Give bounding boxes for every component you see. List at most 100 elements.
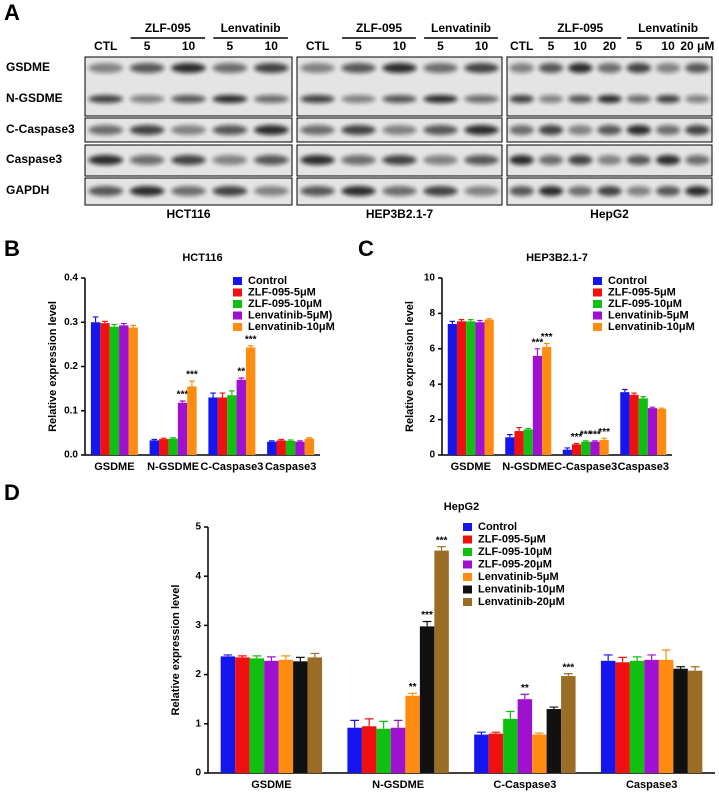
blot-band — [382, 125, 417, 135]
blot-band — [171, 95, 206, 103]
panel-label: C — [358, 236, 374, 261]
blot-band — [597, 95, 622, 103]
lane-label: 5 — [635, 39, 642, 53]
blot-band — [341, 186, 376, 196]
blot-band — [382, 186, 417, 196]
significance-label: *** — [186, 370, 198, 381]
blot-band — [212, 63, 248, 73]
blot-band — [464, 155, 499, 165]
blot-band — [597, 155, 622, 165]
bar — [546, 709, 562, 773]
x-tick-label: GSDME — [94, 461, 134, 473]
error-bar — [661, 649, 671, 660]
bar — [249, 658, 265, 773]
blot-band — [509, 155, 534, 165]
group-label: Lenvatinib — [638, 21, 698, 35]
blot-band — [538, 63, 564, 73]
blot-band — [88, 125, 124, 135]
bar — [128, 327, 138, 455]
error-bar — [281, 655, 291, 660]
group-label: ZLF-095 — [557, 21, 603, 35]
bar — [278, 659, 294, 773]
significance-label: *** — [541, 332, 553, 343]
error-bar — [535, 732, 544, 735]
significance-label: ** — [409, 682, 417, 693]
blot-band — [538, 186, 564, 196]
row-label: Caspase3 — [6, 152, 62, 166]
y-axis-label: Relative expression level — [47, 301, 59, 432]
blot-band — [212, 95, 248, 103]
legend-label: ZLF-095-5μM — [478, 533, 546, 545]
legend-label: Lenvatinib-10μM — [608, 321, 695, 333]
blot-band — [655, 125, 681, 135]
legend-label: Control — [248, 275, 287, 287]
legend-label: Lenvatinib-20μM — [478, 596, 565, 608]
bar — [629, 660, 645, 773]
chart-title: HEP3B2.1-7 — [526, 252, 588, 264]
legend-swatch — [463, 535, 472, 544]
blot-band — [341, 95, 376, 103]
y-tick-label: 6 — [429, 343, 435, 354]
error-bar — [223, 654, 233, 657]
error-bar — [310, 652, 320, 658]
blot-band — [464, 186, 499, 196]
bar — [419, 626, 435, 773]
bar — [456, 321, 467, 455]
error-bar — [647, 654, 656, 660]
significance-label: *** — [532, 337, 544, 348]
legend-swatch — [463, 548, 472, 556]
row-label: N-GSDME — [6, 91, 63, 105]
blot-band — [626, 186, 652, 196]
lane-label: 5 — [437, 39, 444, 53]
error-bar — [491, 731, 501, 734]
error-bar — [379, 720, 388, 729]
legend-label: ZLF-095-10μM — [608, 298, 682, 310]
error-bar — [477, 319, 483, 323]
bar — [615, 662, 630, 773]
legend-label: ZLF-095-5μM — [608, 286, 676, 298]
error-bar — [573, 442, 580, 445]
significance-label: *** — [580, 429, 592, 440]
error-bar — [219, 392, 226, 398]
blot-band — [685, 155, 710, 165]
blot-band — [382, 63, 417, 73]
bar — [208, 397, 218, 455]
blot-band — [567, 186, 593, 196]
error-bar — [507, 434, 513, 438]
blot-band — [88, 95, 124, 103]
error-bar — [120, 322, 127, 326]
x-tick-label: GSDME — [251, 779, 291, 791]
legend-swatch — [463, 585, 472, 594]
lane-label: 10 — [661, 39, 675, 53]
error-bar — [520, 693, 530, 700]
blot-band — [685, 63, 710, 73]
y-tick-label: 5 — [195, 522, 201, 533]
blot-band — [464, 125, 499, 135]
error-bar — [102, 320, 108, 324]
cell-line-label: HCT116 — [166, 207, 210, 221]
y-tick-label: 10 — [424, 273, 436, 284]
x-tick-label: C-Caspase3 — [554, 461, 617, 473]
blot-band — [423, 186, 458, 196]
lane-label: 5 — [227, 39, 234, 53]
bar — [503, 718, 518, 773]
group-label: Lenvatinib — [431, 21, 491, 35]
error-bar — [278, 438, 285, 441]
x-tick-label: N-GSDME — [372, 779, 424, 791]
blot-band — [171, 186, 206, 196]
legend-label: Lenvatinib-5μM — [478, 571, 559, 583]
panel-label: A — [4, 0, 20, 25]
blot-band — [253, 155, 289, 165]
blot-band — [685, 125, 710, 135]
blot-band — [253, 125, 289, 135]
blot-band — [597, 125, 622, 135]
error-bar — [267, 656, 276, 661]
y-tick-label: 0.3 — [64, 317, 78, 328]
error-bar — [408, 692, 417, 696]
blot-band — [212, 155, 248, 165]
error-bar — [564, 447, 571, 450]
x-tick-label: N-GSDME — [502, 461, 554, 473]
legend-label: Control — [608, 275, 647, 287]
blot-band — [88, 155, 124, 165]
